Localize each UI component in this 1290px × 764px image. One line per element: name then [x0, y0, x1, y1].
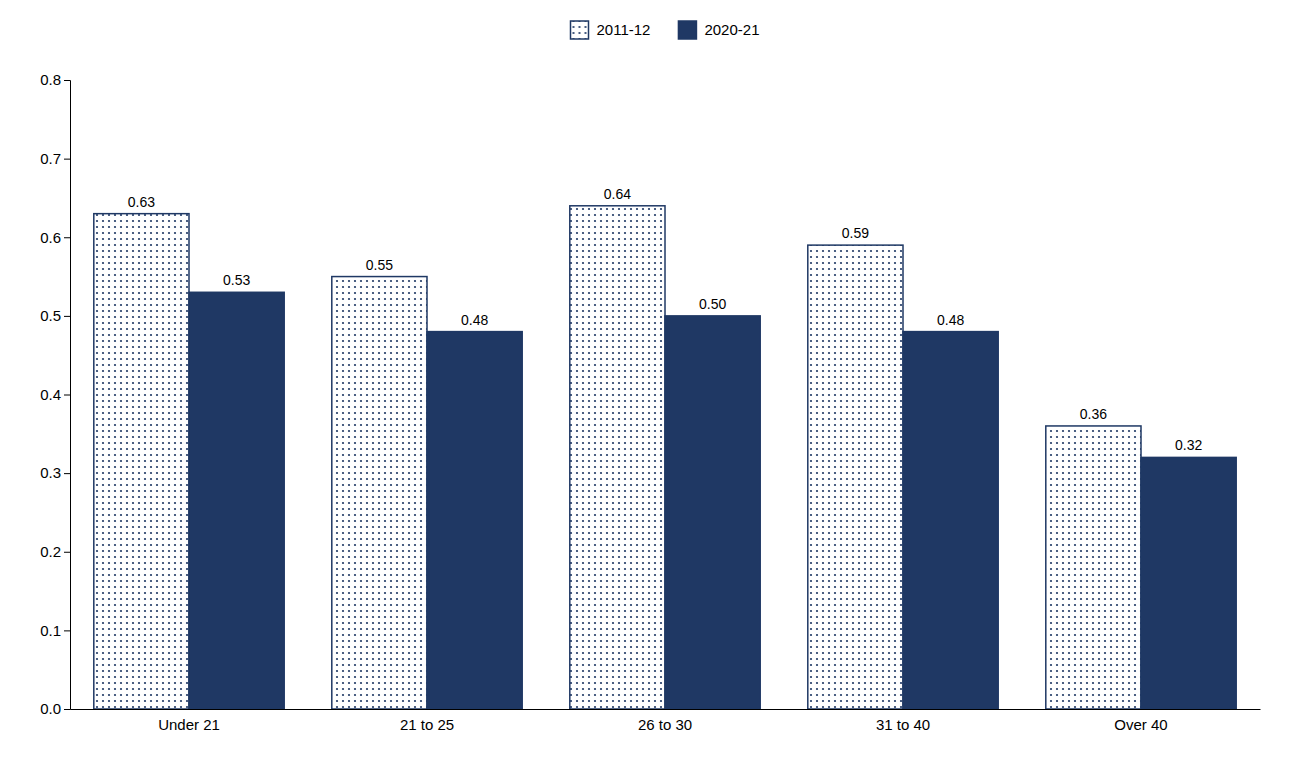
y-tick-label: 0.5 — [40, 307, 61, 324]
x-axis: Under 21 21 to 25 26 to 30 31 to 40 Over 40 — [71, 710, 1261, 733]
y-tick-mark — [64, 237, 70, 238]
x-tick: 26 to 30 — [638, 716, 692, 733]
y-tick-mark — [64, 316, 70, 317]
y-tick-label: 0.1 — [40, 622, 61, 639]
y-axis-line — [64, 81, 71, 710]
y-tick: 0.5 — [40, 307, 70, 324]
y-tick-mark — [64, 80, 70, 81]
x-tick: Over 40 — [1114, 716, 1167, 733]
bar — [1141, 457, 1236, 709]
bar — [332, 277, 427, 709]
y-axis: 0.0 0.1 0.2 0.3 0.4 0.5 0.6 0.7 0.8 — [40, 71, 70, 717]
data-label: 0.53 — [223, 272, 250, 288]
y-tick-mark — [64, 395, 70, 396]
y-tick-label: 0.7 — [40, 150, 61, 167]
y-tick: 0.3 — [40, 464, 70, 481]
y-tick: 0.4 — [40, 386, 70, 403]
bar-series — [94, 206, 1141, 709]
y-tick-label: 0.3 — [40, 464, 61, 481]
x-tick-label: Under 21 — [158, 716, 220, 733]
bar — [903, 332, 998, 709]
x-tick: Under 21 — [158, 716, 220, 733]
legend-label: 2011-12 — [597, 21, 651, 38]
data-label: 0.32 — [1175, 437, 1202, 453]
data-label: 0.36 — [1080, 406, 1107, 422]
bar-series — [189, 292, 1236, 709]
y-tick-label: 0.8 — [40, 71, 61, 88]
data-label: 0.55 — [366, 257, 393, 273]
bar — [427, 332, 522, 709]
x-axis-line — [71, 709, 1261, 710]
x-tick-label: 31 to 40 — [876, 716, 930, 733]
y-tick-label: 0.0 — [40, 700, 61, 717]
legend-label: 2020-21 — [704, 21, 759, 38]
y-tick-mark — [64, 159, 70, 160]
y-tick: 0.1 — [40, 622, 70, 639]
legend-item: 2011-12 — [571, 21, 651, 39]
y-tick: 0.0 — [40, 700, 70, 717]
bar — [94, 214, 189, 709]
y-tick-mark — [64, 473, 70, 474]
x-tick-label: 26 to 30 — [638, 716, 692, 733]
y-tick-label: 0.2 — [40, 543, 61, 560]
plot: 0.0 0.1 0.2 0.3 0.4 0.5 0.6 0.7 0.8 Under 21 21 to… — [40, 71, 1260, 732]
y-tick: 0.2 — [40, 543, 70, 560]
y-tick-mark — [64, 709, 70, 710]
data-label: 0.59 — [842, 225, 869, 241]
data-label: 0.64 — [604, 186, 631, 202]
legend-swatch — [571, 21, 589, 39]
y-tick-label: 0.4 — [40, 386, 61, 403]
x-tick: 31 to 40 — [876, 716, 930, 733]
data-labels: 0.63 0.55 0.64 0.59 0.36 0.53 0.48 0.50 0.48 0.32 — [128, 186, 1203, 454]
data-label: 0.48 — [937, 312, 964, 328]
chart: 0.0 0.1 0.2 0.3 0.4 0.5 0.6 0.7 0.8 Under 21 21 to… — [0, 0, 1290, 764]
y-tick-mark — [64, 552, 70, 553]
y-tick: 0.7 — [40, 150, 70, 167]
data-label: 0.48 — [461, 312, 488, 328]
data-label: 0.50 — [699, 296, 726, 312]
bar — [1046, 426, 1141, 709]
data-label: 0.63 — [128, 194, 155, 210]
x-tick-label: 21 to 25 — [400, 716, 454, 733]
bar — [189, 292, 284, 709]
bar — [665, 316, 760, 709]
bar — [808, 245, 903, 709]
bars — [94, 206, 1236, 709]
y-tick-label: 0.6 — [40, 229, 61, 246]
legend-item: 2020-21 — [678, 21, 759, 39]
x-tick-label: Over 40 — [1114, 716, 1167, 733]
y-tick: 0.6 — [40, 229, 70, 246]
legend-swatch — [678, 21, 696, 39]
bar — [570, 206, 665, 709]
y-tick: 0.8 — [40, 71, 70, 88]
y-tick-mark — [64, 630, 70, 631]
legend: 2011-12 2020-21 — [571, 21, 760, 39]
chart-container: 0.0 0.1 0.2 0.3 0.4 0.5 0.6 0.7 0.8 Under 21 21 to… — [0, 0, 1290, 764]
x-tick: 21 to 25 — [400, 716, 454, 733]
